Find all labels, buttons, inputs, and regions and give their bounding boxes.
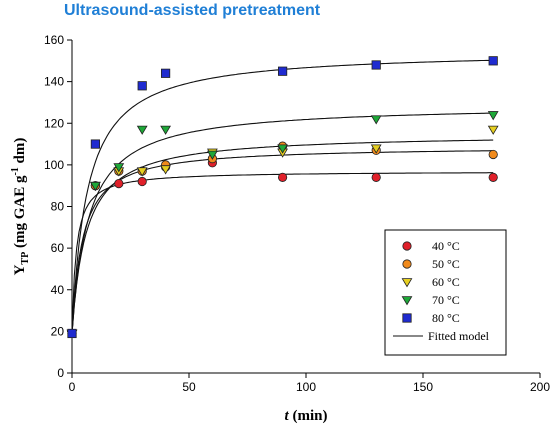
y-tick-label: 0 [57,366,64,380]
legend-label: 70 °C [432,293,460,307]
data-point [371,172,381,182]
data-point [67,328,77,339]
data-point [136,125,148,135]
x-axis-label-var: t [285,408,290,424]
fitted-model-curve [71,112,494,334]
data-point [487,125,499,135]
data-point [488,172,498,182]
x-axis-label-unit: (min) [289,408,328,424]
data-point [370,144,382,154]
data-point [370,115,382,125]
x-axis-label: t (min) [285,408,328,424]
data-point [113,163,125,173]
y-tick-label: 160 [44,33,64,47]
legend-marker [402,241,412,251]
legend-label: 40 °C [432,239,460,253]
y-tick-label: 100 [44,158,64,172]
y-axis-label-sup: -1 [10,167,21,175]
legend-marker [402,313,412,323]
y-tick-label: 60 [51,241,65,255]
data-point [160,125,171,135]
legend-marker [401,296,413,306]
y-axis-label-main: Y [12,264,28,275]
y-axis-label-unit-b: dm) [12,138,28,168]
legend-label: Fitted model [428,329,490,343]
legend-marker [402,259,412,269]
legend-label: 60 °C [432,275,460,289]
x-tick-label: 0 [69,380,76,394]
legend-label: 50 °C [432,257,460,271]
data-point [277,66,288,76]
data-point [487,111,499,121]
data-point [160,68,171,78]
data-point [137,81,147,91]
data-point [160,165,171,175]
data-point [277,172,288,182]
data-point [114,179,124,189]
data-point [277,144,288,154]
x-tick-label: 50 [182,380,196,394]
data-point [207,150,218,160]
y-tick-label: 120 [44,116,64,130]
y-tick-label: 40 [51,283,65,297]
y-axis-label-sub: TP [20,252,31,265]
data-point [371,60,381,70]
legend-label: 80 °C [432,311,460,325]
data-point [90,139,100,149]
chart-title: Ultrasound-assisted pretreatment [64,2,321,19]
data-point [488,149,498,160]
legend-marker [401,278,413,288]
data-point [90,181,101,192]
y-axis-label: YTP (mg GAE g-1 dm) [10,138,31,276]
data-point [136,167,148,177]
x-tick-label: 100 [296,380,316,394]
y-tick-label: 140 [44,75,64,89]
y-tick-label: 80 [51,200,65,214]
data-point [488,56,498,66]
x-tick-label: 200 [530,380,550,394]
y-tick-label: 20 [51,324,65,338]
y-axis-label-unit-a: (mg GAE g [12,175,28,252]
legend-box [384,229,507,356]
x-tick-label: 150 [413,380,433,394]
data-point [137,176,147,187]
